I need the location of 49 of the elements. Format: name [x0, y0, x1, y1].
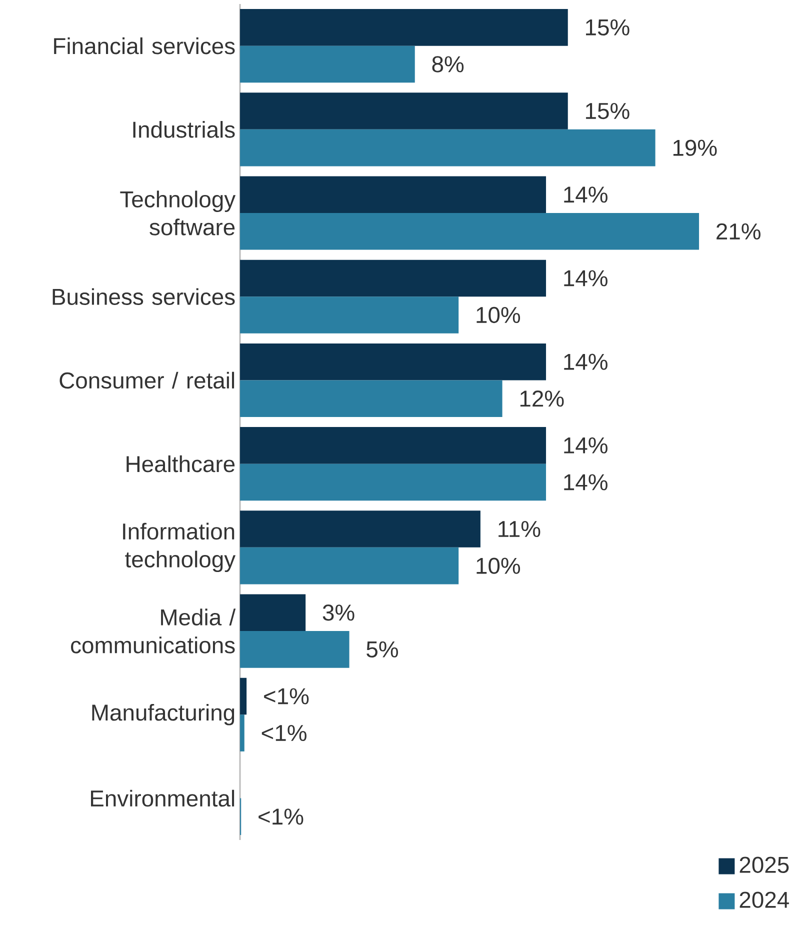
bar: [240, 678, 247, 715]
bar: [240, 176, 546, 214]
data-label: <1%: [258, 808, 304, 825]
data-label: 14%: [564, 270, 608, 286]
data-label: 10%: [476, 558, 520, 574]
data-label: 14%: [564, 474, 608, 490]
y-tick-label: Financial services: [54, 37, 235, 54]
bar: [240, 594, 306, 632]
data-label: <1%: [264, 688, 309, 704]
y-tick-label: Consumer / retail: [60, 372, 234, 389]
y-tick-label: Business services: [52, 288, 235, 306]
y-tick-label: Information technology: [123, 522, 236, 572]
data-label: 21%: [716, 223, 760, 240]
bar: [240, 129, 656, 166]
bar: [240, 547, 459, 584]
data-label: 14%: [564, 354, 608, 370]
bar: [240, 380, 502, 418]
data-label: 8%: [432, 56, 464, 72]
bar: [240, 296, 459, 334]
y-tick-label: Healthcare: [126, 455, 235, 472]
bar: [240, 510, 480, 548]
bar: [240, 46, 415, 83]
data-label: 15%: [586, 19, 630, 36]
bar: [240, 92, 568, 130]
bar: [240, 714, 244, 752]
data-label: 11%: [498, 521, 540, 538]
bar: [240, 343, 546, 380]
data-label: 14%: [564, 437, 608, 454]
legend-label: 2024: [740, 892, 789, 908]
bar: [240, 464, 546, 501]
y-tick-label: Environmental: [91, 790, 234, 807]
y-tick-label: Technology software: [120, 190, 236, 236]
data-label: 12%: [520, 390, 564, 407]
data-label: 19%: [673, 140, 717, 156]
data-label: 15%: [586, 102, 630, 120]
y-tick-label: Industrials: [133, 121, 235, 138]
data-label: 5%: [366, 641, 398, 658]
y-tick-label: Media / communications: [71, 608, 236, 654]
data-label: 14%: [564, 186, 608, 203]
bar: [240, 213, 700, 250]
bar: [240, 427, 546, 464]
bar: [240, 631, 350, 668]
data-label: 10%: [476, 306, 520, 324]
legend-label: 2025: [740, 856, 789, 873]
data-label: <1%: [262, 724, 306, 742]
bar: [240, 9, 568, 46]
y-tick-label: Manufacturing: [92, 704, 234, 726]
bar: [240, 260, 546, 297]
data-label: 3%: [322, 604, 354, 621]
